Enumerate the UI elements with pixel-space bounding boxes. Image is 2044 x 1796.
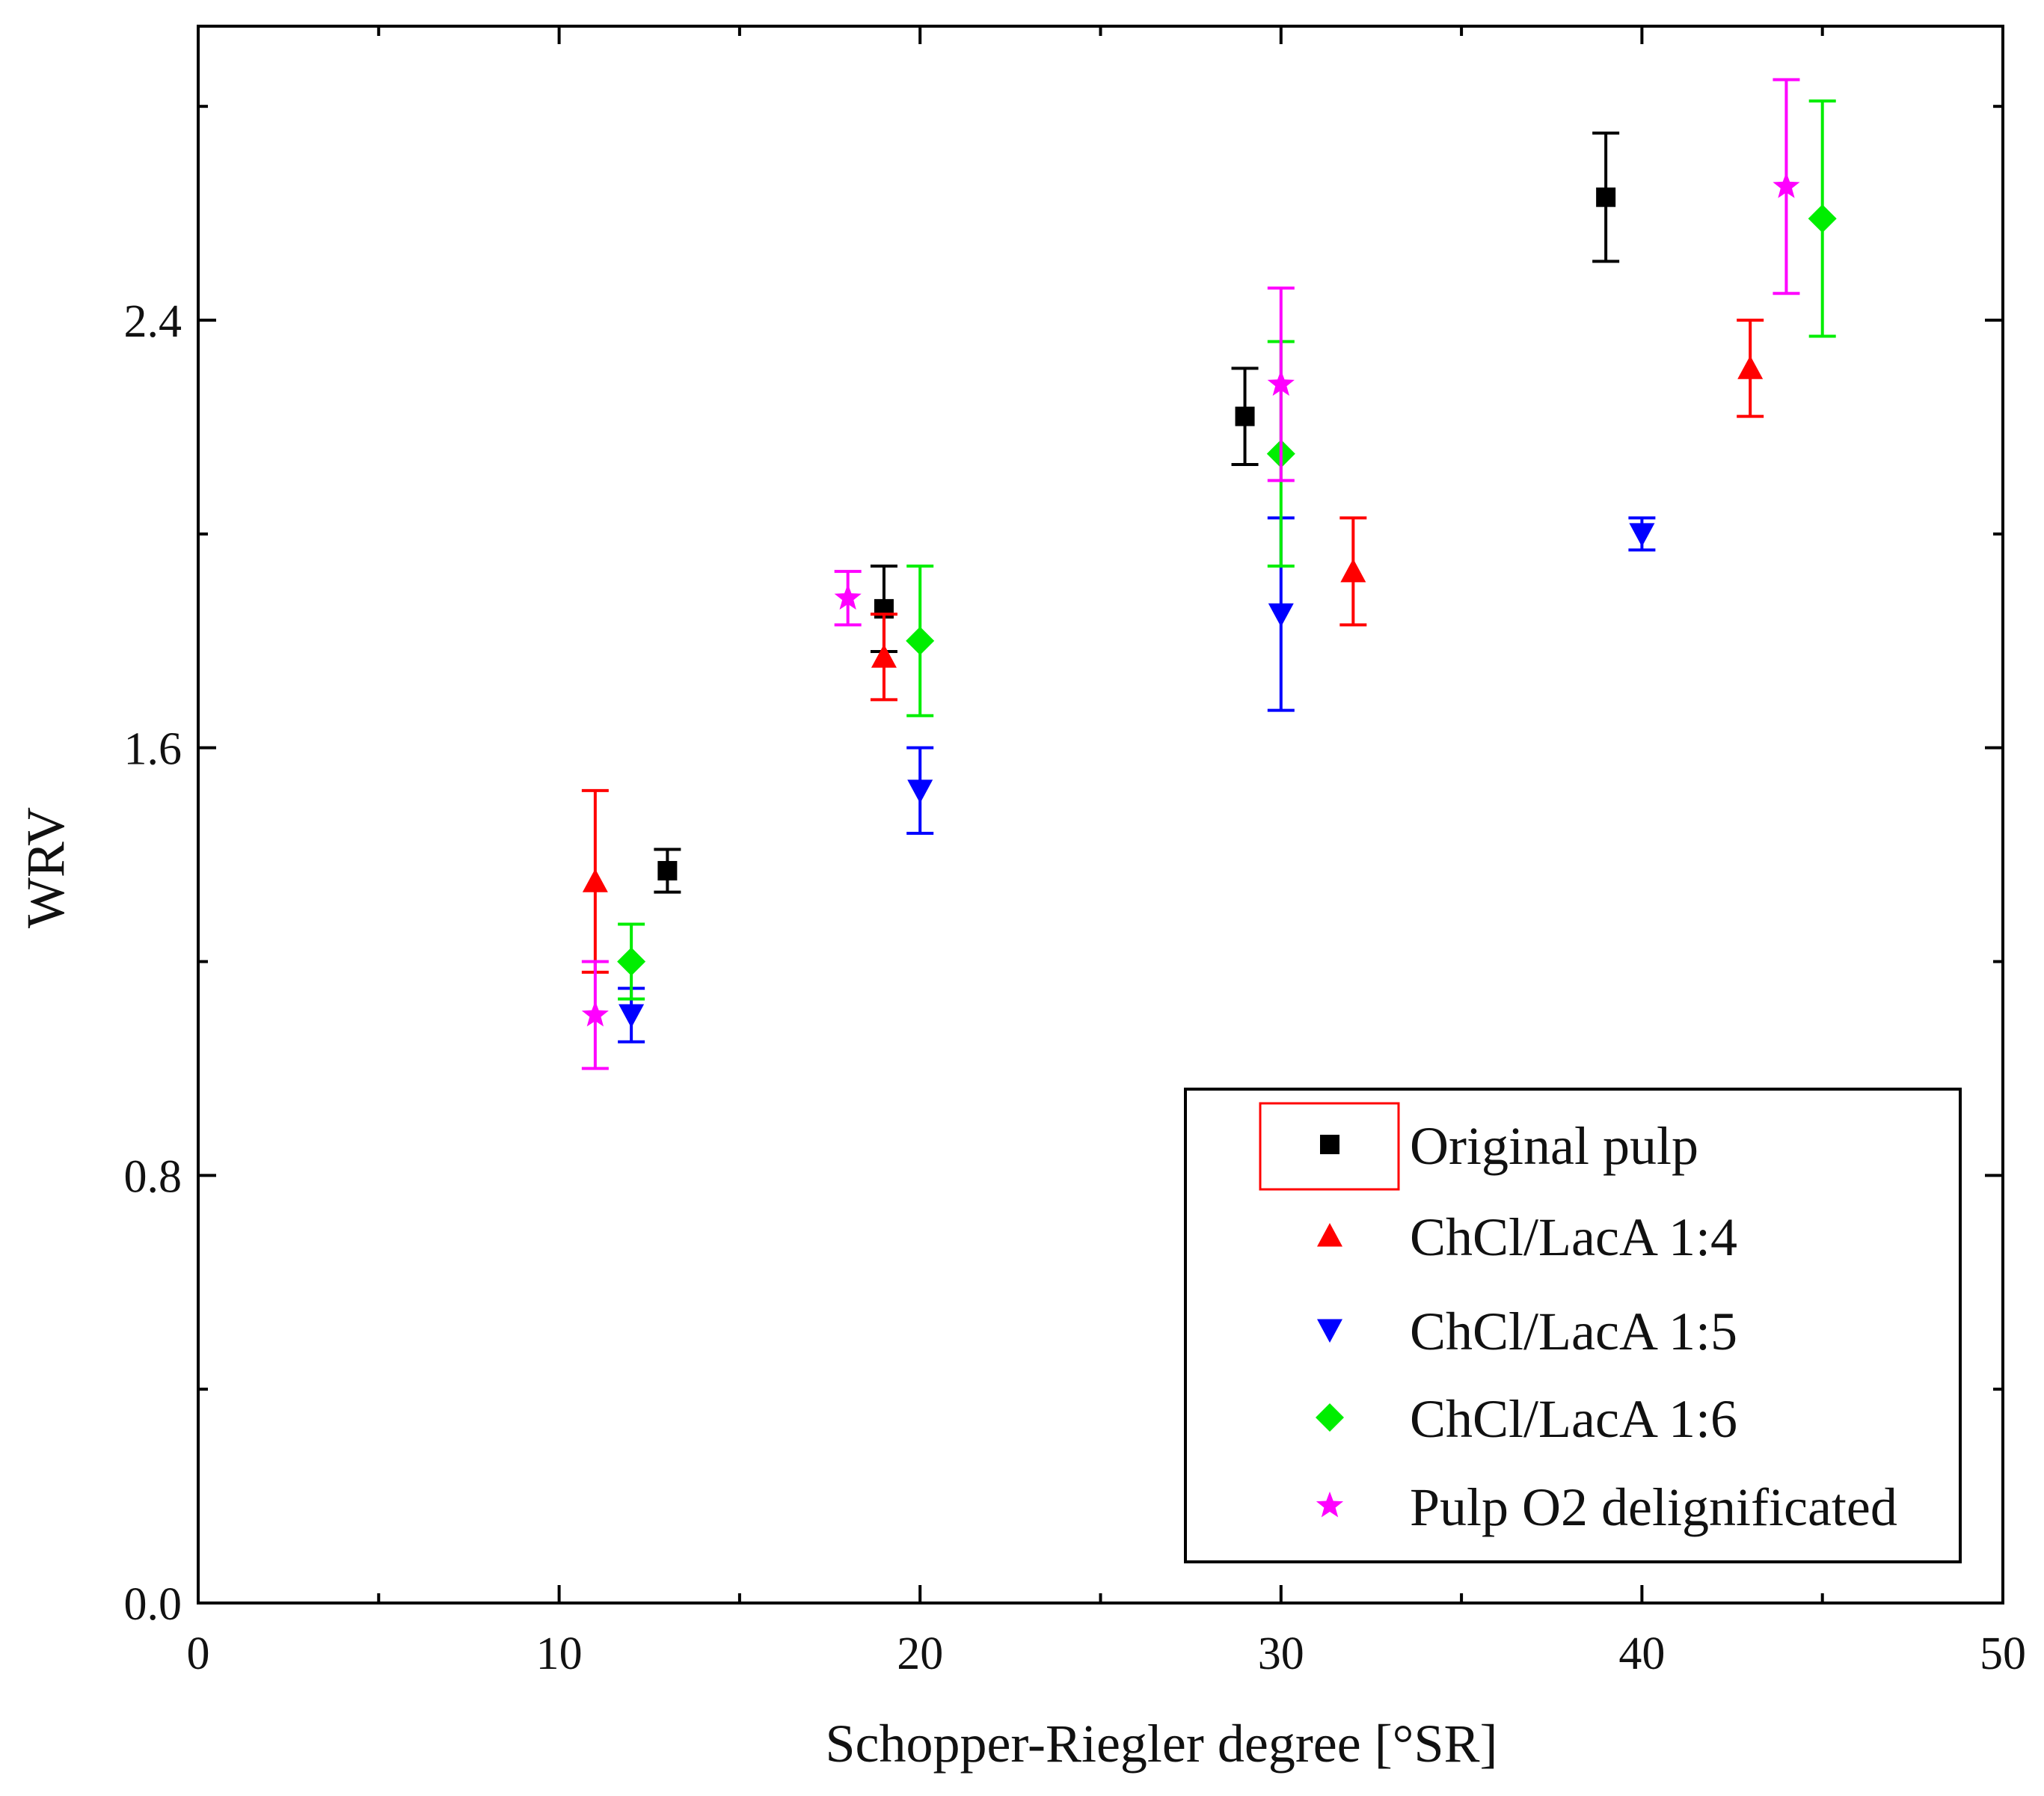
data-point: [1340, 558, 1366, 583]
legend-marker: [1317, 1319, 1342, 1343]
tick-labels: 0 10 20 30 40 50 0.0 0.8 1.6 2.4: [124, 296, 2027, 1679]
data-point: [1808, 204, 1837, 233]
x-tick-label: 10: [536, 1628, 583, 1679]
x-tick-label: 50: [1980, 1628, 2026, 1679]
data-point: [619, 1004, 645, 1028]
x-axis-title: Schopper-Riegler degree [°SR]: [825, 1714, 1497, 1774]
legend-label: ChCl/LacA 1:6: [1410, 1389, 1737, 1449]
series-pulp-o2-delignificated: [581, 78, 1800, 1070]
axis-ticks: [197, 26, 2004, 1605]
legend: Original pulp ChCl/LacA 1:4 ChCl/LacA 1:5 C…: [1184, 1088, 1962, 1563]
data-points: [581, 78, 1837, 1070]
legend-label: Pulp O2 delignificated: [1410, 1477, 1897, 1537]
y-tick-label: 1.6: [124, 724, 182, 775]
data-point: [657, 861, 678, 881]
data-point: [1629, 523, 1655, 547]
x-tick-label: 0: [187, 1628, 210, 1679]
y-tick-label: 0.8: [124, 1151, 182, 1202]
legend-label: ChCl/LacA 1:5: [1410, 1302, 1737, 1361]
data-point: [834, 583, 862, 610]
series-chcl-laca-1-5: [618, 516, 1656, 1043]
data-point: [907, 779, 933, 803]
data-point: [581, 1001, 609, 1027]
data-point: [617, 947, 646, 976]
data-point: [1267, 370, 1295, 396]
y-tick-label: 0.0: [124, 1579, 182, 1630]
series-chcl-laca-1-4: [581, 319, 1764, 974]
legend-label: ChCl/LacA 1:4: [1410, 1207, 1737, 1267]
data-point: [1596, 187, 1616, 207]
legend-items: Original pulp ChCl/LacA 1:4 ChCl/LacA 1:5 C…: [1316, 1116, 1897, 1537]
legend-marker: [1316, 1403, 1344, 1432]
legend-box: [1184, 1088, 1962, 1563]
x-tick-label: 30: [1258, 1628, 1304, 1679]
legend-label: Original pulp: [1410, 1116, 1698, 1176]
legend-marker: [1316, 1492, 1344, 1518]
legend-marker: [1320, 1135, 1339, 1154]
data-point: [871, 644, 897, 668]
x-tick-label: 40: [1618, 1628, 1665, 1679]
data-point: [1235, 406, 1255, 426]
x-tick-label: 20: [897, 1628, 943, 1679]
data-point: [1268, 603, 1294, 628]
legend-marker: [1317, 1223, 1342, 1247]
y-axis-title: WRV: [16, 807, 76, 928]
data-point: [906, 626, 935, 655]
data-point: [582, 868, 608, 892]
legend-highlight-box: [1259, 1102, 1400, 1191]
data-point: [1737, 355, 1764, 379]
data-point: [1773, 172, 1800, 198]
y-tick-label: 2.4: [124, 296, 182, 347]
